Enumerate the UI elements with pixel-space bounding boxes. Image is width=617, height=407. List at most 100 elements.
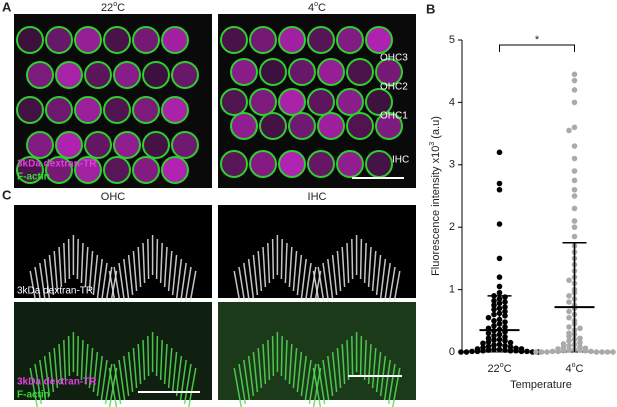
- y-tick-label: 5: [449, 34, 455, 46]
- cell: [113, 131, 141, 159]
- cell: [259, 58, 287, 86]
- cell: [103, 26, 131, 54]
- stereocilia: [127, 254, 134, 296]
- cell: [230, 112, 258, 140]
- y-tick-label: 1: [449, 284, 455, 296]
- stereocilia: [67, 238, 71, 280]
- stereocilia: [288, 246, 293, 288]
- cell: [132, 96, 160, 124]
- cell: [336, 88, 364, 116]
- stereocilia: [346, 339, 350, 381]
- point: [496, 149, 503, 156]
- stereocilia: [257, 347, 263, 389]
- stereocilia: [322, 262, 330, 304]
- cell: [317, 112, 345, 140]
- point: [491, 302, 497, 309]
- point: [485, 347, 492, 353]
- point: [502, 299, 508, 305]
- stereocilia: [155, 335, 159, 377]
- stereocilia: [327, 258, 334, 300]
- y-tick-label: 3: [449, 159, 455, 171]
- cell: [74, 26, 102, 54]
- stereocilia: [359, 335, 363, 377]
- point: [538, 349, 545, 355]
- stereocilia: [341, 343, 346, 385]
- stereocilia: [147, 335, 150, 377]
- x-tick-label: 4oC: [566, 362, 584, 375]
- stereocilia: [113, 363, 122, 405]
- stereocilia: [238, 363, 247, 405]
- point: [571, 99, 578, 106]
- stereocilia: [108, 367, 118, 407]
- y-tick-label: 0: [449, 346, 455, 358]
- point: [474, 348, 481, 355]
- stereocilia: [132, 347, 138, 389]
- cell: [317, 58, 345, 86]
- cell: [161, 156, 189, 184]
- temp-label: 4oC: [308, 1, 326, 14]
- stereocilia: [76, 238, 79, 280]
- stereocilia: [142, 242, 146, 284]
- point: [533, 349, 539, 355]
- cell: [307, 88, 335, 116]
- label-part: 4: [566, 363, 572, 375]
- point: [544, 349, 550, 355]
- stereocilia: [127, 351, 134, 393]
- point: [571, 77, 578, 84]
- cell: [375, 112, 403, 140]
- cell: [16, 26, 44, 54]
- cell: [103, 156, 131, 184]
- cell: [171, 61, 199, 89]
- stereocilia: [88, 347, 94, 389]
- stereocilia: [175, 258, 183, 300]
- stereocilia: [331, 351, 338, 393]
- stereocilia: [159, 242, 163, 284]
- cell: [220, 26, 248, 54]
- point: [496, 289, 503, 296]
- stereocilia: [76, 335, 79, 377]
- point: [496, 180, 503, 187]
- temp-label: 22oC: [101, 1, 125, 14]
- cell: [278, 88, 306, 116]
- stereocilia: [100, 262, 108, 304]
- point: [480, 340, 486, 347]
- cell: [336, 150, 364, 178]
- image-bg: [218, 302, 416, 400]
- cell: [161, 26, 189, 54]
- point: [566, 342, 572, 349]
- cell: [365, 26, 393, 54]
- stereocilia: [252, 254, 259, 296]
- stereocilia: [262, 343, 267, 385]
- stereocilia: [271, 335, 275, 377]
- cell: [249, 150, 277, 178]
- point: [502, 342, 508, 349]
- cell: [375, 58, 403, 86]
- stereocilia: [284, 339, 288, 381]
- stereocilia: [84, 246, 89, 288]
- cell: [249, 88, 277, 116]
- label-part: o: [572, 362, 576, 369]
- cell: [132, 156, 160, 184]
- point: [571, 155, 578, 162]
- stereocilia: [288, 343, 293, 385]
- cell: [84, 61, 112, 89]
- label-part: C: [504, 363, 512, 375]
- point: [491, 311, 497, 318]
- cell-type: IHC: [308, 191, 327, 203]
- point: [485, 330, 492, 337]
- stereocilia: [183, 363, 192, 405]
- cell: [113, 61, 141, 89]
- stereocilia: [308, 266, 317, 308]
- cell: [288, 58, 316, 86]
- stereocilia: [171, 351, 178, 393]
- point: [507, 347, 514, 354]
- cell: [16, 156, 44, 184]
- stereocilia: [292, 347, 298, 389]
- cell: [103, 96, 131, 124]
- point: [566, 337, 572, 344]
- point: [571, 87, 578, 93]
- stereocilia: [351, 335, 354, 377]
- stereocilia: [233, 367, 242, 407]
- point: [566, 127, 572, 134]
